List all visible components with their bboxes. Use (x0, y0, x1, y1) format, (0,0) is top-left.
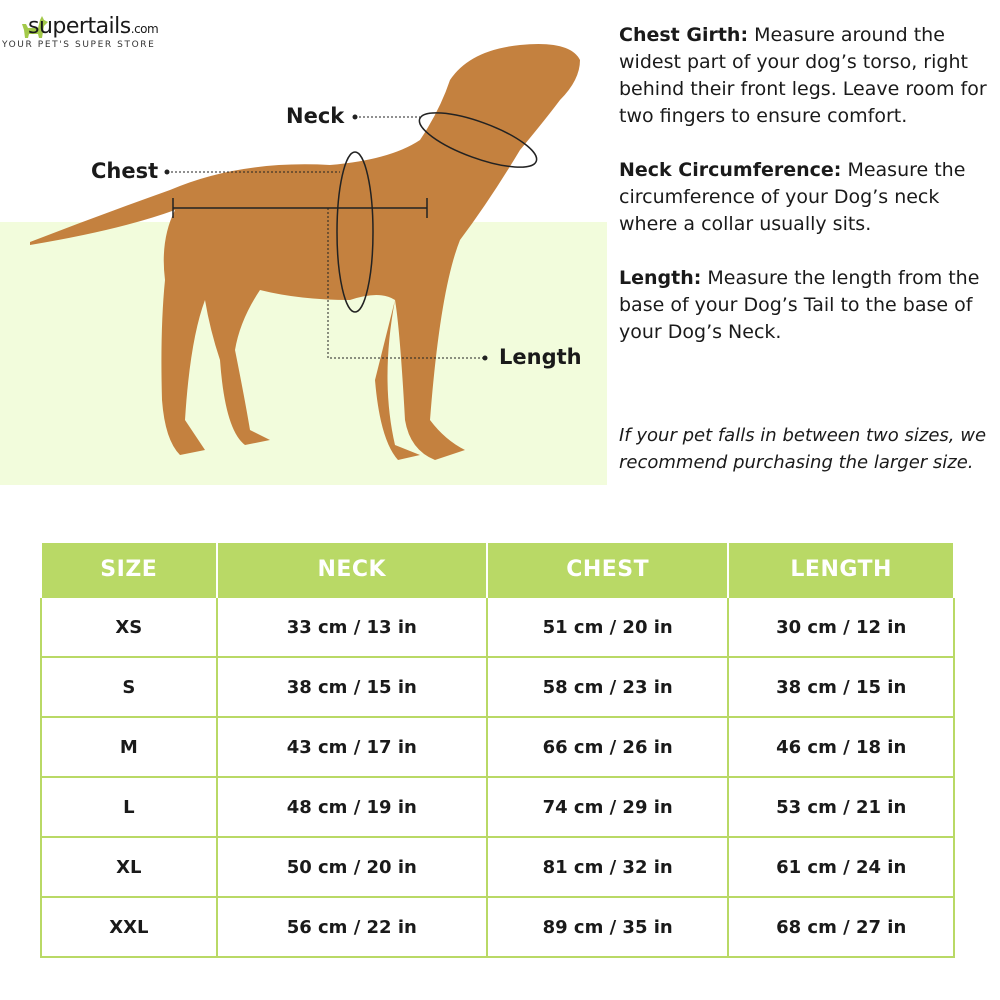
length-description: Length: Measure the length from the base… (619, 267, 980, 343)
header-length: LENGTH (727, 543, 955, 597)
cell-chest: 51 cm / 20 in (485, 596, 730, 658)
chest-girth-description: Chest Girth: Measure around the widest p… (619, 24, 987, 127)
cell-length: 68 cm / 27 in (727, 896, 955, 958)
table-header-row: SIZE NECK CHEST LENGTH (40, 543, 955, 597)
length-label: Length (499, 345, 582, 369)
cell-chest: 66 cm / 26 in (485, 716, 730, 778)
cell-chest: 74 cm / 29 in (485, 776, 730, 838)
cell-neck: 33 cm / 13 in (215, 596, 488, 658)
cell-size: S (40, 656, 218, 718)
table-row: S 38 cm / 15 in 58 cm / 23 in 38 cm / 15 in (40, 656, 955, 718)
cell-size: XS (40, 596, 218, 658)
brand-logo: supertails.com (28, 14, 159, 39)
cell-chest: 58 cm / 23 in (485, 656, 730, 718)
size-chart-table: SIZE NECK CHEST LENGTH XS 33 cm / 13 in 51… (40, 543, 955, 958)
sizing-note: If your pet falls in between two sizes, … (619, 425, 987, 473)
dog-logo-icon (22, 16, 48, 38)
cell-size: M (40, 716, 218, 778)
cell-length: 46 cm / 18 in (727, 716, 955, 778)
cell-length: 53 cm / 21 in (727, 776, 955, 838)
header-neck: NECK (215, 543, 488, 597)
neck-description: Neck Circumference: Measure the circumfe… (619, 159, 966, 235)
header-chest: CHEST (485, 543, 730, 597)
table-row: XXL 56 cm / 22 in 89 cm / 35 in 68 cm / 27 … (40, 896, 955, 958)
cell-size: XL (40, 836, 218, 898)
cell-length: 30 cm / 12 in (727, 596, 955, 658)
cell-neck: 38 cm / 15 in (215, 656, 488, 718)
dog-illustration (30, 44, 580, 460)
brand-tagline: YOUR PET'S SUPER STORE (2, 40, 156, 50)
cell-neck: 43 cm / 17 in (215, 716, 488, 778)
table-row: XS 33 cm / 13 in 51 cm / 20 in 30 cm / 12 i… (40, 596, 955, 658)
cell-chest: 81 cm / 32 in (485, 836, 730, 898)
cell-size: XXL (40, 896, 218, 958)
cell-neck: 48 cm / 19 in (215, 776, 488, 838)
cell-neck: 56 cm / 22 in (215, 896, 488, 958)
cell-size: L (40, 776, 218, 838)
table-row: M 43 cm / 17 in 66 cm / 26 in 46 cm / 18 in (40, 716, 955, 778)
cell-length: 38 cm / 15 in (727, 656, 955, 718)
neck-label: Neck (286, 104, 345, 128)
header-size: SIZE (40, 543, 218, 597)
chest-label: Chest (91, 159, 159, 183)
table-row: XL 50 cm / 20 in 81 cm / 32 in 61 cm / 24 i… (40, 836, 955, 898)
table-row: L 48 cm / 19 in 74 cm / 29 in 53 cm / 21 in (40, 776, 955, 838)
cell-neck: 50 cm / 20 in (215, 836, 488, 898)
cell-length: 61 cm / 24 in (727, 836, 955, 898)
cell-chest: 89 cm / 35 in (485, 896, 730, 958)
